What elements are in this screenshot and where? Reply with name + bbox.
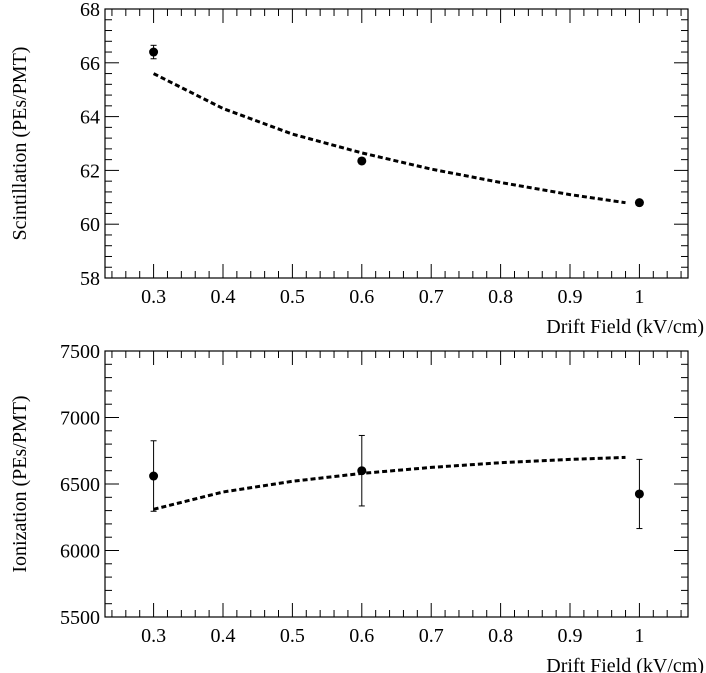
y-axis-title: Ionization (PEs/PMT) [9, 395, 31, 572]
x-tick-label: 0.7 [419, 286, 444, 308]
x-tick-label: 0.7 [419, 625, 444, 647]
y-tick-label: 6000 [60, 541, 100, 563]
data-point [634, 489, 644, 499]
y-tick-label: 62 [80, 160, 100, 182]
x-tick-label: 0.4 [210, 286, 235, 308]
y-tick-label: 66 [80, 53, 100, 75]
chart-panel-1: 0.3 0.4 0.5 0.6 0.7 0.8 0.9 1 58 60 62 64 66 68 Drift … [9, 0, 704, 338]
x-axis-title: Drift Field (kV/cm) [546, 655, 704, 673]
x-tick-label: 0.5 [280, 286, 305, 308]
y-tick-label: 6500 [60, 474, 100, 496]
x-tick-label: 0.9 [558, 625, 583, 647]
data-point [357, 156, 367, 166]
y-tick-label: 7000 [60, 408, 100, 430]
y-tick-label: 7500 [60, 341, 100, 363]
x-tick-label: 1 [634, 286, 644, 308]
data-point [149, 47, 159, 57]
x-tick-label: 0.6 [349, 625, 374, 647]
y-axis-title: Scintillation (PEs/PMT) [9, 47, 31, 241]
y-tick-label: 5500 [60, 607, 100, 629]
data-point [634, 198, 644, 208]
fit-curve [153, 455, 626, 511]
data-point [149, 471, 159, 481]
y-tick-label: 68 [80, 0, 100, 21]
x-tick-label: 0.5 [280, 625, 305, 647]
y-tick-label: 60 [80, 214, 100, 236]
x-tick-label: 0.8 [488, 625, 513, 647]
chart-panel-2: 0.3 0.4 0.5 0.6 0.7 0.8 0.9 1 5500 6000 6500 7000 75… [9, 341, 704, 673]
x-tick-label: 0.3 [141, 625, 166, 647]
x-tick-label: 0.4 [210, 625, 235, 647]
fit-curve [152, 72, 626, 205]
plot-frame [104, 8, 689, 279]
x-tick-label: 0.8 [488, 286, 513, 308]
x-tick-label: 0.6 [349, 286, 374, 308]
x-tick-label: 0.3 [141, 286, 166, 308]
y-tick-label: 58 [80, 268, 100, 290]
plot-frame [104, 350, 689, 618]
y-tick-label: 64 [80, 107, 100, 129]
x-tick-label: 1 [634, 625, 644, 647]
x-tick-label: 0.9 [558, 286, 583, 308]
x-axis-title: Drift Field (kV/cm) [546, 316, 704, 338]
